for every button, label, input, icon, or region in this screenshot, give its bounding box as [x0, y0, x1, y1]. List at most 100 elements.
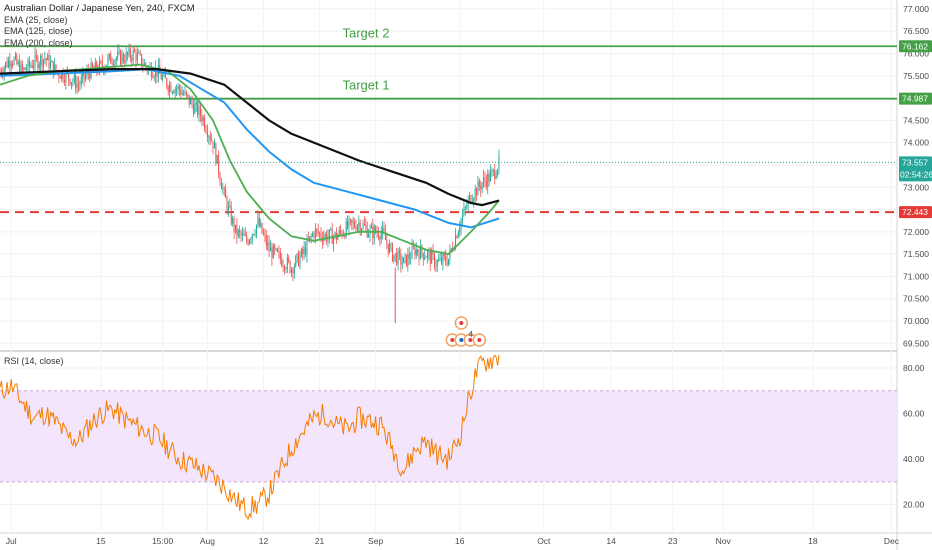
legend-ema-125[interactable]: EMA (125, close): [4, 26, 73, 36]
candle-body: [138, 52, 140, 54]
candle-body: [265, 235, 267, 246]
rsi-tick-label: 20.00: [903, 500, 925, 510]
candle-body: [426, 252, 428, 258]
price-tick-label: 74.000: [903, 138, 929, 148]
candle-body: [244, 235, 246, 236]
legend-ema-200[interactable]: EMA (200, close): [4, 37, 73, 48]
candle-body: [31, 65, 33, 68]
candle-body: [198, 106, 200, 116]
candle-body: [438, 259, 440, 262]
candle-body: [281, 259, 283, 267]
candle-body: [445, 256, 447, 262]
time-axis[interactable]: Jul 15 15:00 Aug 12 21 Sep 16 Oct 14 23 Nov 18 Dec: [6, 536, 900, 546]
candle-body: [400, 253, 402, 265]
candle-body: [358, 222, 360, 226]
candle-body: [237, 230, 239, 236]
candle-body: [407, 253, 409, 266]
candle-body: [282, 266, 284, 267]
events-marker[interactable]: 4: [445, 316, 487, 347]
candle-body: [488, 173, 490, 182]
candle-body: [100, 61, 102, 62]
candle-body: [260, 223, 262, 227]
rsi-legend[interactable]: RSI (14, close): [4, 356, 64, 366]
candle-body: [344, 234, 346, 238]
candle-body: [101, 61, 103, 68]
candle-body: [201, 115, 203, 122]
candle-body: [209, 136, 211, 141]
candle-body: [261, 223, 263, 234]
candle-body: [435, 265, 437, 267]
candle-body: [23, 67, 25, 70]
candle-body: [394, 253, 396, 256]
candle-body: [6, 62, 8, 68]
candle-body: [132, 50, 134, 61]
events-count: 4: [468, 329, 473, 339]
candle-body: [35, 54, 37, 58]
candle-body: [115, 58, 117, 61]
candle-body: [80, 76, 82, 85]
candle-body: [233, 218, 235, 232]
candle-body: [363, 223, 365, 226]
candle-body: [284, 266, 286, 270]
candle-body: [142, 65, 144, 67]
candle-body: [302, 249, 304, 254]
price-tick-label: 70.500: [903, 294, 929, 304]
candle-body: [425, 257, 427, 259]
candle-body: [68, 72, 70, 80]
candle-body: [187, 93, 189, 96]
candle-body: [10, 63, 12, 67]
rsi-band-layer: [0, 390, 897, 483]
candle-body: [236, 224, 238, 236]
ema-125-line: [0, 68, 500, 229]
candle-body: [9, 60, 11, 67]
rsi-axis[interactable]: 80.00 60.00 40.00 20.00: [903, 363, 925, 510]
candle-body: [289, 261, 291, 273]
time-tick-label: 14: [606, 536, 616, 546]
candle-body: [456, 235, 458, 238]
rsi-tick-label: 60.00: [903, 409, 925, 419]
candle-body: [477, 181, 479, 196]
candle-body: [412, 246, 414, 248]
candle-body: [192, 104, 194, 114]
candle-body: [345, 221, 347, 238]
candle-body: [320, 233, 322, 238]
level-price-badge: [899, 92, 932, 105]
candle-body: [181, 93, 183, 95]
rsi-line-layer: [0, 354, 500, 521]
candle-body: [190, 99, 192, 105]
candle-body: [205, 128, 207, 133]
candle-body: [59, 76, 61, 79]
candle-body: [26, 69, 28, 71]
time-tick-label: Jul: [6, 536, 17, 546]
candle-body: [232, 218, 234, 224]
candle-body: [257, 217, 259, 225]
candle-body: [94, 61, 96, 70]
candle-body: [299, 256, 301, 266]
candle-body: [54, 64, 56, 75]
time-tick-label: 12: [259, 536, 269, 546]
candle-body: [243, 233, 245, 236]
legend-ema-25[interactable]: EMA (25, close): [4, 14, 68, 25]
candle-body: [247, 241, 249, 245]
candle-body: [303, 247, 305, 254]
candle-body: [240, 232, 242, 236]
candle-body: [220, 182, 222, 190]
candle-body: [492, 170, 494, 171]
candle-body: [185, 91, 187, 94]
candle-body: [77, 83, 79, 86]
candle-body: [267, 242, 269, 246]
candle-body: [16, 55, 18, 64]
horizontal-levels[interactable]: Target 2 Target 1: [0, 25, 897, 214]
candle-body: [313, 233, 315, 238]
candle-body: [121, 54, 123, 65]
candle-body: [272, 245, 274, 259]
candle-body: [491, 170, 493, 172]
candle-body: [212, 140, 214, 149]
candle-body: [263, 233, 264, 235]
candle-body: [246, 235, 248, 242]
time-tick-label: 23: [668, 536, 678, 546]
candle-body: [213, 143, 215, 149]
candle-body: [155, 68, 157, 77]
chart-legend: Australian Dollar / Japanese Yen, 240, F…: [4, 3, 195, 49]
candle-body: [125, 52, 127, 63]
